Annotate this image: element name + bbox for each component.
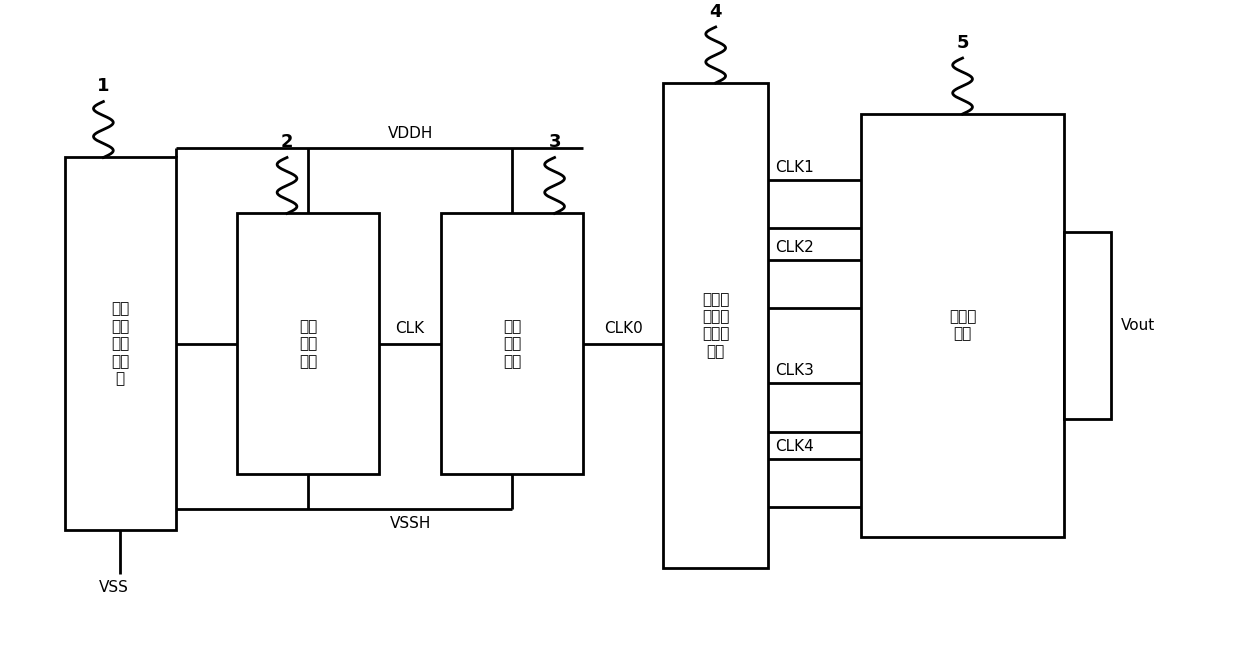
Text: VSSH: VSSH [389, 516, 430, 531]
Text: CLK3: CLK3 [775, 364, 815, 379]
Bar [861, 114, 1064, 537]
Text: 2: 2 [280, 134, 293, 152]
Text: 3: 3 [548, 134, 560, 152]
Text: 电平
转换
单元: 电平 转换 单元 [503, 319, 521, 369]
Text: 4: 4 [709, 3, 722, 21]
Text: CLK1: CLK1 [775, 160, 815, 175]
Text: CLK2: CLK2 [775, 240, 815, 255]
Text: CLK4: CLK4 [775, 439, 815, 453]
Text: 参考
地电
位产
生单
元: 参考 地电 位产 生单 元 [110, 302, 129, 386]
Text: 5: 5 [956, 34, 968, 52]
Bar [237, 213, 379, 475]
Text: CLK: CLK [396, 321, 425, 337]
Text: 时钟
产生
单元: 时钟 产生 单元 [299, 319, 317, 369]
Text: CLK0: CLK0 [604, 321, 642, 337]
Text: VSS: VSS [99, 580, 129, 595]
Bar [663, 83, 768, 568]
Bar [441, 213, 583, 475]
Text: 1: 1 [97, 77, 109, 95]
Text: 四相非
交叠时
钟产生
单元: 四相非 交叠时 钟产生 单元 [702, 292, 729, 359]
Bar [64, 157, 176, 530]
Text: VDDH: VDDH [387, 126, 433, 141]
Bar [1064, 232, 1111, 419]
Text: 电荷泵
单元: 电荷泵 单元 [949, 309, 976, 341]
Text: Vout: Vout [1121, 318, 1156, 333]
